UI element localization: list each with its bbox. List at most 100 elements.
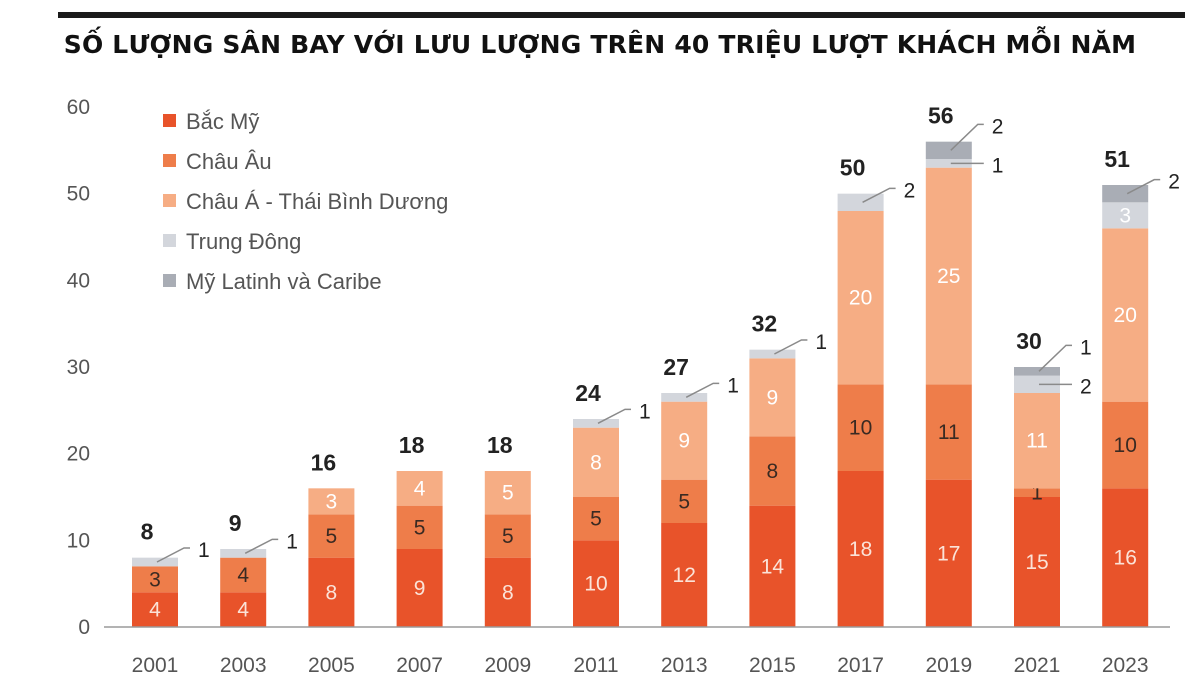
segment-label: 3 — [326, 490, 338, 513]
callout-label: 2 — [1168, 171, 1180, 194]
bar-stack-2007: 9 5 4 18 — [396, 432, 443, 627]
x-tick-label: 2017 — [837, 654, 884, 677]
legend-swatch — [163, 194, 176, 207]
x-tick-label: 2021 — [1014, 654, 1061, 677]
segment-label: 9 — [678, 430, 690, 453]
segment-label: 3 — [1119, 204, 1131, 227]
bar-segment — [396, 505, 443, 549]
x-axis: 2001 2003 2005 2007 2009 2011 2013 2015 2017 2019… — [104, 626, 1170, 677]
bar-segment — [396, 471, 443, 506]
bar-segment — [308, 557, 355, 627]
x-tick-label: 2007 — [396, 654, 443, 677]
segment-label: 5 — [590, 508, 602, 531]
x-tick-label: 2005 — [308, 654, 355, 677]
bar-segment — [1102, 185, 1149, 203]
segment-label: 9 — [767, 386, 779, 409]
callout-line — [774, 339, 808, 355]
bar-segment — [573, 540, 619, 627]
legend-label: Bắc Mỹ — [186, 109, 259, 134]
total-label: 9 — [229, 510, 242, 536]
segment-label: 10 — [1114, 434, 1137, 457]
bar-segment — [749, 505, 796, 627]
bar-segment — [749, 358, 796, 437]
segment-label: 8 — [326, 581, 338, 604]
bar-segment — [132, 592, 178, 627]
x-tick-label: 2013 — [661, 654, 708, 677]
bar-stack-2009: 8 5 5 18 — [484, 432, 531, 627]
bar-stack-2011: 10 5 8 1 24 — [573, 380, 651, 627]
callout-label: 1 — [198, 539, 210, 562]
bar-stack-2005: 8 5 3 16 — [308, 449, 355, 627]
total-label: 18 — [487, 432, 513, 458]
total-label: 24 — [575, 380, 601, 406]
y-tick-label: 0 — [78, 616, 90, 639]
callout-label: 1 — [1080, 336, 1092, 359]
bar-segment — [573, 427, 619, 497]
segment-label: 4 — [149, 599, 161, 622]
bar-stack-2023: 16 10 20 3 2 51 — [1102, 146, 1180, 627]
legend-label: Châu Á - Thái Bình Dương — [186, 189, 448, 214]
segment-label: 5 — [678, 490, 690, 513]
bar-segment — [132, 557, 178, 567]
bar-segment — [1014, 497, 1060, 627]
segment-label: 5 — [326, 525, 338, 548]
bar-stack-2019: 17 11 25 2 1 56 — [925, 103, 1004, 627]
bar-stack-2001: 4 3 1 8 — [132, 519, 210, 627]
bar-segment — [837, 193, 884, 211]
bar-segment — [484, 471, 531, 515]
callout-line — [950, 123, 984, 151]
bar-segment — [1102, 401, 1149, 489]
bar-segment — [1014, 488, 1060, 497]
segment-label: 4 — [414, 477, 426, 500]
top-rule — [58, 12, 1185, 18]
bar-segment — [396, 549, 443, 627]
bar-segment — [573, 419, 619, 428]
bar-segment — [925, 479, 972, 627]
bar-stack-2015: 14 8 9 1 32 — [749, 311, 827, 627]
segment-label: 20 — [849, 287, 872, 310]
callout-label: 2 — [992, 115, 1004, 138]
bar-segment — [308, 488, 355, 515]
bar-segment — [1102, 202, 1149, 229]
y-tick-label: 60 — [67, 96, 90, 119]
total-label: 32 — [752, 311, 778, 337]
legend-swatch — [163, 274, 176, 287]
bar-stack-2013: 12 5 9 1 27 — [661, 354, 739, 627]
x-tick-label: 2019 — [925, 654, 972, 677]
callout-line — [685, 382, 720, 398]
bar-segment — [132, 566, 178, 593]
segment-label: 10 — [849, 417, 872, 440]
bar-segment — [573, 497, 619, 541]
bar-segment — [837, 471, 884, 627]
x-tick-label: 2001 — [132, 654, 179, 677]
total-label: 30 — [1016, 328, 1042, 354]
bar-segment — [925, 384, 972, 480]
callout-label: 1 — [992, 154, 1004, 177]
segment-label: 1 — [1031, 482, 1043, 505]
y-tick-label: 10 — [67, 529, 90, 552]
bar-segment — [1014, 367, 1060, 376]
bar-segment — [837, 384, 884, 471]
segment-label: 8 — [502, 581, 514, 604]
bar-segment — [220, 592, 267, 627]
segment-label: 12 — [673, 564, 696, 587]
total-label: 56 — [928, 103, 954, 129]
segment-label: 5 — [502, 482, 514, 505]
bar-segment — [1014, 393, 1060, 489]
total-label: 8 — [141, 519, 154, 545]
legend-swatch — [163, 234, 176, 247]
total-label: 50 — [840, 155, 866, 181]
legend-swatch — [163, 114, 176, 127]
bar-segment — [1014, 375, 1060, 393]
callout-label: 1 — [639, 400, 651, 423]
bar-segment — [749, 349, 796, 359]
x-tick-label: 2015 — [749, 654, 796, 677]
segment-label: 25 — [937, 265, 960, 288]
x-tick-label: 2023 — [1102, 654, 1149, 677]
segment-label: 4 — [237, 564, 249, 587]
segment-label: 5 — [502, 525, 514, 548]
callout-label: 1 — [286, 530, 298, 553]
x-tick-label: 2009 — [484, 654, 531, 677]
bar-segment — [925, 167, 972, 385]
